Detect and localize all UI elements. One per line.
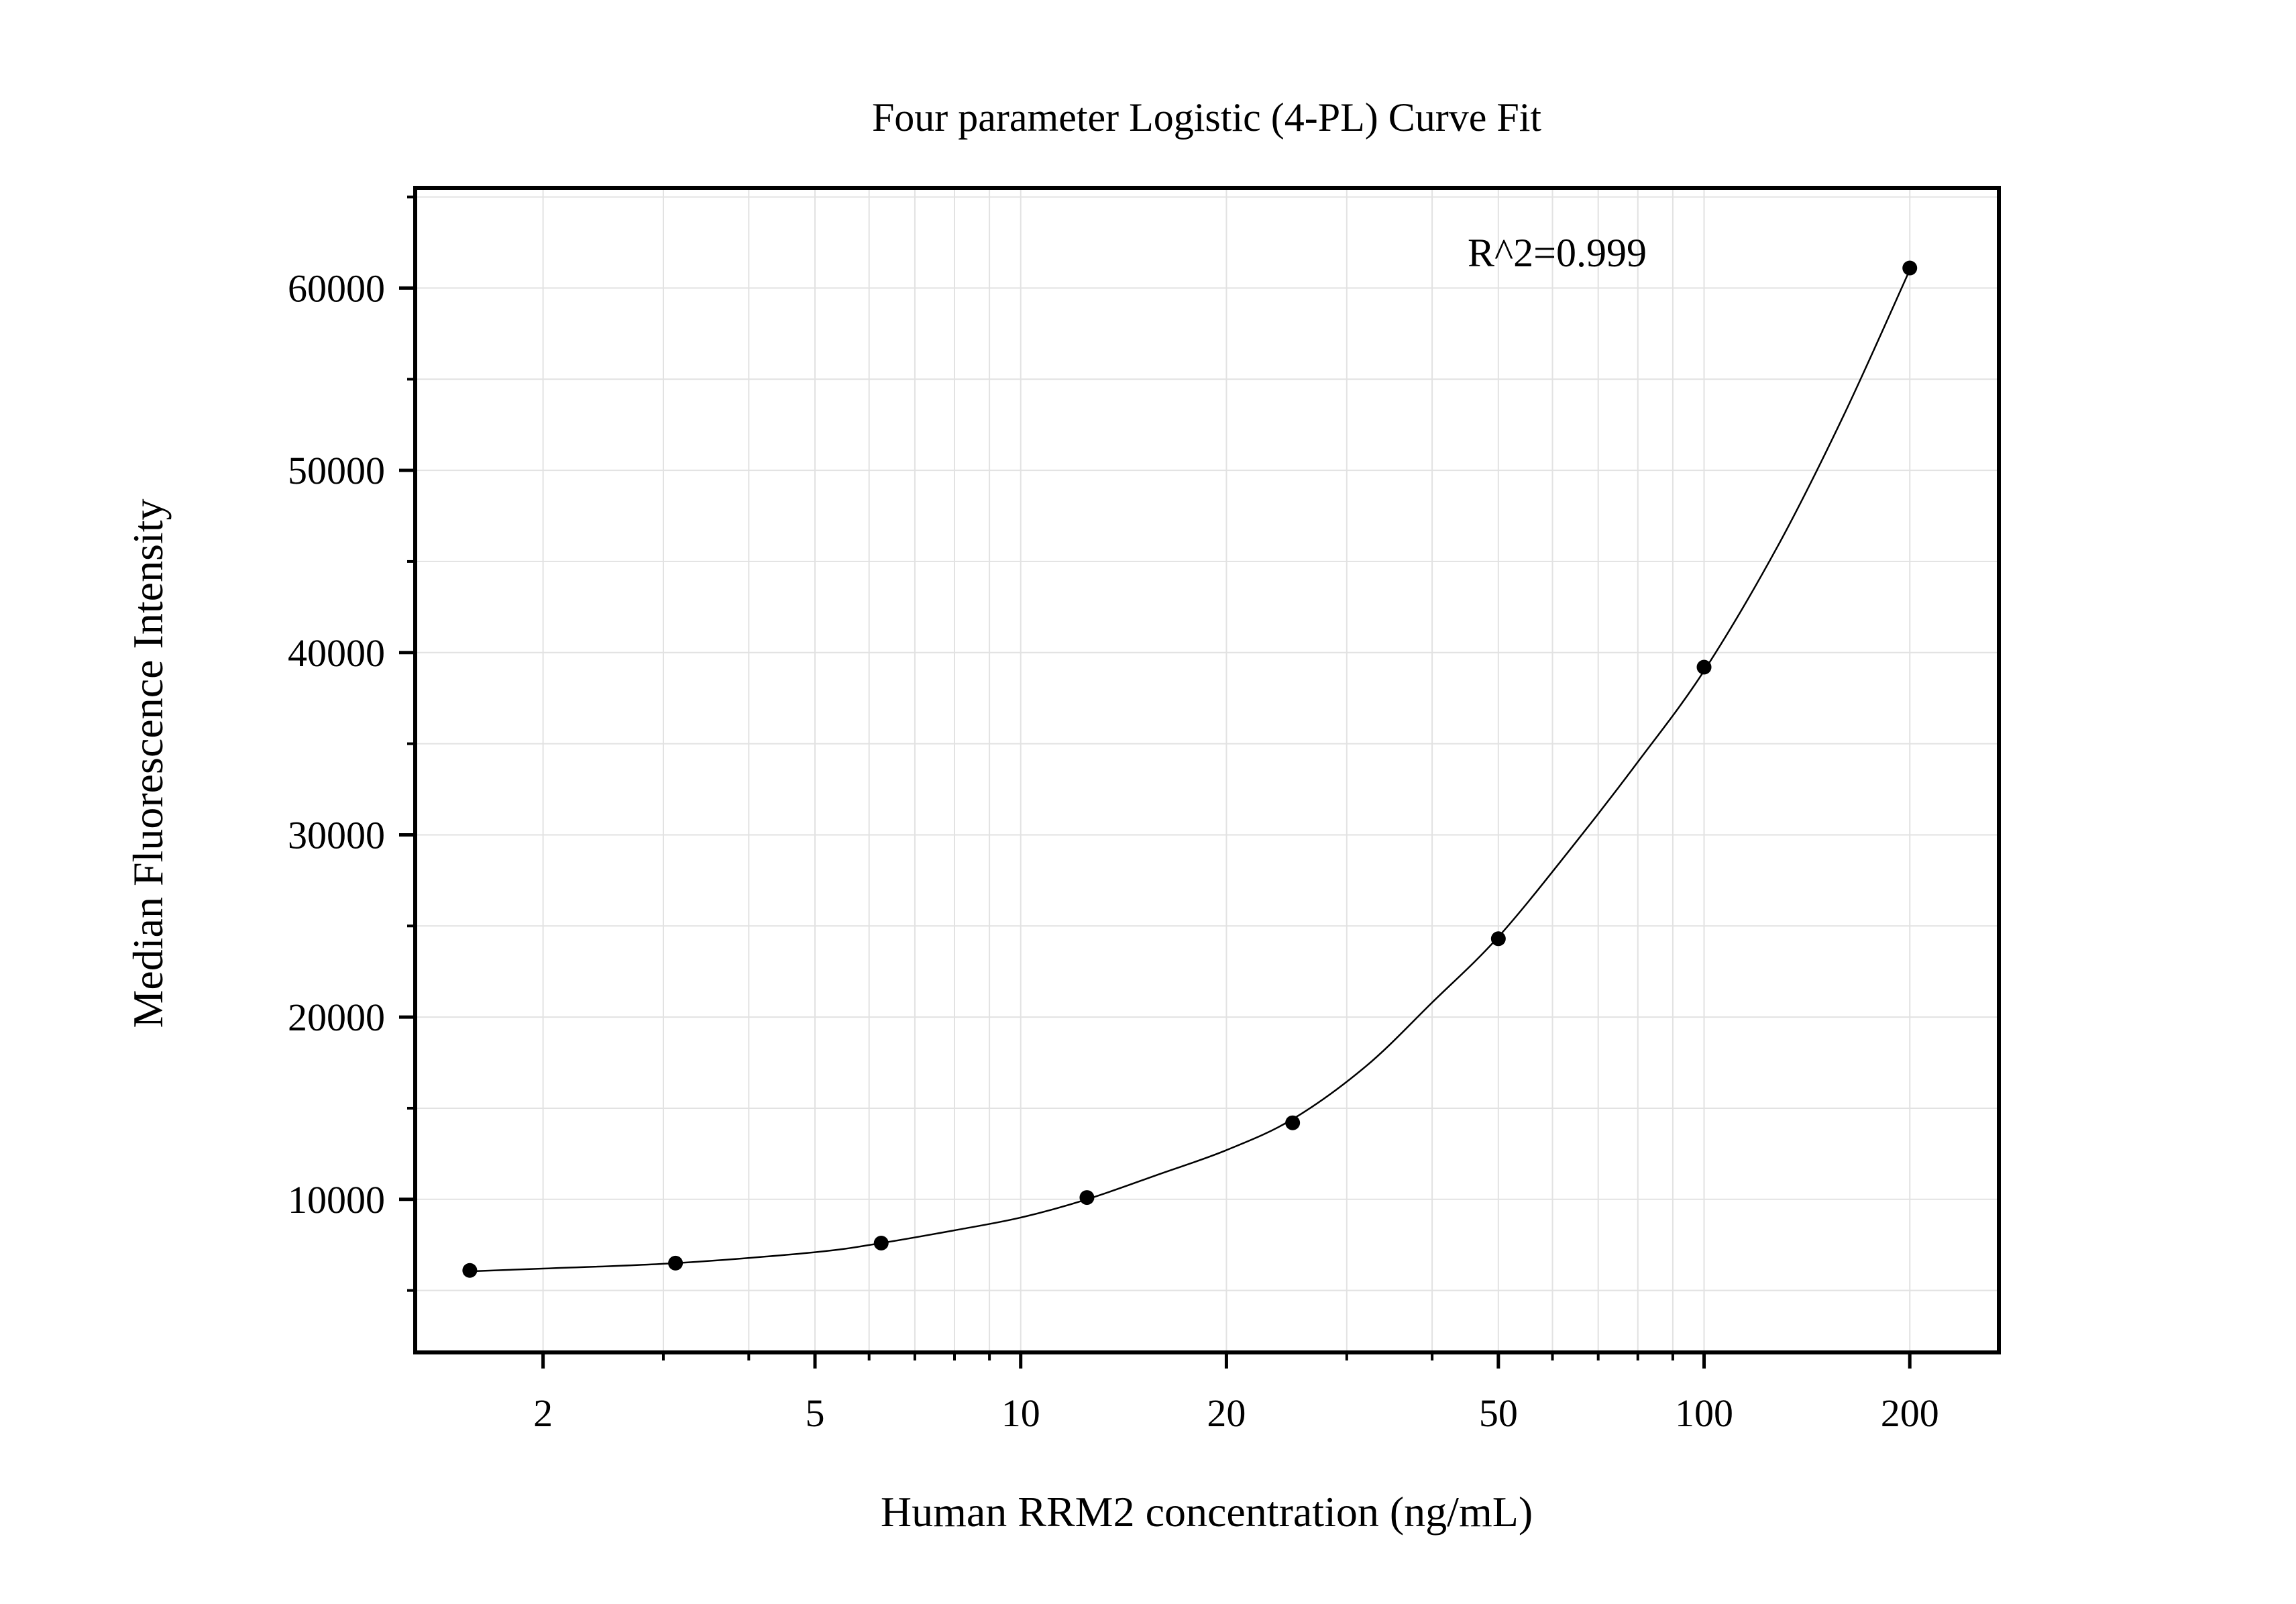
grid	[415, 188, 1999, 1352]
data-point	[1902, 260, 1918, 276]
x-axis-label: Human RRM2 concentration (ng/mL)	[881, 1488, 1533, 1536]
data-point	[462, 1263, 478, 1278]
fit-curve	[470, 269, 1911, 1273]
data-point	[1696, 659, 1712, 675]
x-tick-label: 200	[1881, 1391, 1939, 1435]
x-tick-label: 50	[1479, 1391, 1518, 1435]
x-tick-label: 10	[1001, 1391, 1040, 1435]
y-tick-label: 50000	[288, 449, 385, 492]
x-tick-label: 5	[806, 1391, 825, 1435]
y-tick-label: 10000	[288, 1178, 385, 1222]
y-tick-label: 60000	[288, 266, 385, 310]
y-tick-label: 30000	[288, 813, 385, 857]
x-tick-label: 2	[533, 1391, 553, 1435]
tick-labels: 2 5 10 20 50 100 200 10000 20000 30000 40000 50000 6…	[288, 266, 1939, 1435]
y-tick-label: 20000	[288, 996, 385, 1039]
x-tick-label: 20	[1207, 1391, 1246, 1435]
r-squared-annotation: R^2=0.999	[1468, 231, 1647, 275]
data-points	[462, 260, 1918, 1278]
data-point	[1079, 1190, 1095, 1206]
plot-frame	[413, 186, 2001, 1354]
chart-title: Four parameter Logistic (4-PL) Curve Fit	[872, 95, 1541, 140]
data-point	[1490, 931, 1506, 947]
data-point	[873, 1235, 889, 1250]
x-tick-label: 100	[1675, 1391, 1733, 1435]
data-point	[1285, 1115, 1301, 1130]
y-axis-label: Median Fluorescence Intensity	[124, 498, 172, 1028]
axis-ticks	[399, 195, 1912, 1369]
y-tick-label: 40000	[288, 631, 385, 675]
data-point	[668, 1255, 684, 1271]
